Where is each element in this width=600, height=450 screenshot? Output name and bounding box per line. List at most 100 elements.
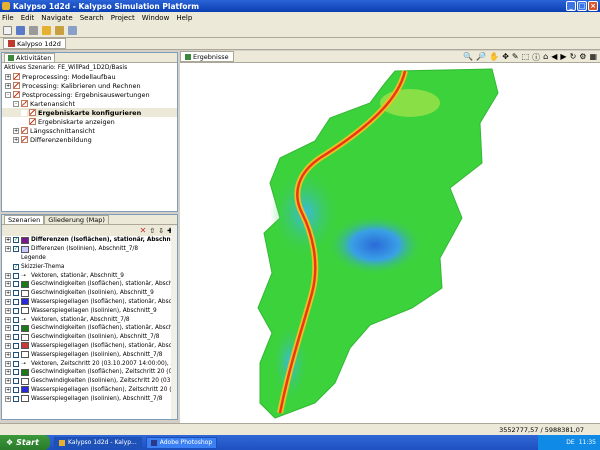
move-icon[interactable]: ✥ (502, 52, 509, 61)
theme-row[interactable]: + Geschwindigkeiten (Isoflächen), station… (5, 324, 177, 333)
tab-activities[interactable]: Aktivitäten (4, 53, 56, 62)
arrow-left-icon[interactable] (55, 26, 64, 35)
theme-checkbox[interactable] (13, 281, 19, 288)
home-icon[interactable]: ⌂ (543, 52, 549, 61)
theme-row[interactable]: ✓ Skizzier-Thema (5, 262, 177, 271)
pan-icon[interactable]: ✋ (489, 52, 500, 61)
menu-project[interactable]: Project (110, 14, 135, 22)
menu-search[interactable]: Search (79, 14, 104, 22)
activity-item[interactable]: - Kartenansicht (2, 99, 177, 108)
theme-row[interactable]: + Geschwindigkeiten (Isolinien), Abschnit… (5, 333, 177, 342)
maximize-button[interactable]: □ (577, 1, 587, 11)
expand-icon[interactable]: + (5, 369, 11, 376)
expand-icon[interactable]: + (5, 386, 11, 393)
theme-checkbox[interactable] (13, 360, 19, 367)
activity-item[interactable]: + Preprocessing: Modellaufbau (2, 72, 177, 81)
wand-icon[interactable] (42, 26, 51, 35)
expand-icon[interactable]: + (5, 298, 11, 305)
activity-item[interactable]: + Differenzenbildung (2, 135, 177, 144)
editor-tab[interactable]: Kalypso 1d2d (3, 38, 66, 49)
remove-theme-icon[interactable]: ✕ (139, 226, 147, 235)
theme-checkbox[interactable]: ✓ (13, 263, 19, 270)
theme-checkbox[interactable] (13, 351, 19, 358)
theme-checkbox[interactable] (13, 342, 19, 349)
expand-icon[interactable]: + (5, 395, 11, 402)
move-up-icon[interactable]: ⇧ (149, 226, 156, 235)
tab-outline-map[interactable]: Gliederung (Map) (44, 215, 109, 224)
theme-checkbox[interactable] (13, 272, 19, 279)
expand-icon[interactable]: + (5, 272, 11, 279)
expand-icon[interactable]: + (13, 136, 19, 143)
theme-checkbox[interactable] (13, 307, 19, 314)
expand-icon[interactable]: + (5, 73, 11, 80)
theme-row[interactable]: + ✓ Differenzen (Isolinien), Abschnitt_7/8 (5, 245, 177, 254)
outline-scrollbar[interactable] (171, 226, 177, 419)
move-down-icon[interactable]: ⇩ (158, 226, 165, 235)
expand-icon[interactable]: + (13, 127, 19, 134)
activity-item[interactable]: Ergebniskarte anzeigen (2, 117, 177, 126)
info-icon[interactable]: ⓘ (532, 53, 541, 62)
forward-icon[interactable]: ▶ (560, 52, 567, 61)
theme-row[interactable]: + ➝ Vektoren, stationär, Abschnitt_9 (5, 271, 177, 280)
theme-row[interactable]: + Geschwindigkeiten (Isoflächen), Zeitsch… (5, 368, 177, 377)
menu-window[interactable]: Window (141, 14, 170, 22)
collapse-icon[interactable]: - (5, 91, 11, 98)
menu-edit[interactable]: Edit (20, 14, 35, 22)
arrow-right-icon[interactable] (68, 26, 77, 35)
theme-checkbox[interactable]: ✓ (13, 246, 19, 253)
map-tab[interactable]: Ergebnisse (180, 51, 234, 62)
theme-checkbox[interactable] (13, 386, 19, 393)
start-button[interactable]: ❖ Start (0, 435, 50, 450)
expand-icon[interactable]: + (5, 246, 11, 253)
back-icon[interactable]: ◀ (551, 52, 558, 61)
theme-row[interactable]: + Geschwindigkeiten (Isolinien), Abschnit… (5, 289, 177, 298)
theme-row[interactable]: + ✓ Differenzen (Isoflächen), stationär, A… (5, 236, 177, 245)
map-canvas[interactable] (180, 63, 600, 423)
print-icon[interactable] (29, 26, 38, 35)
theme-checkbox[interactable] (13, 316, 19, 323)
grid-icon[interactable]: ▦ (589, 52, 597, 61)
expand-icon[interactable]: + (5, 325, 11, 332)
theme-row[interactable]: + Wasserspiegellagen (Isolinien), Abschni… (5, 350, 177, 359)
config-icon[interactable]: ⚙ (579, 52, 587, 61)
collapse-icon[interactable]: - (13, 100, 19, 107)
theme-row[interactable]: + Geschwindigkeiten (Isoflächen), station… (5, 280, 177, 289)
theme-row[interactable]: + Wasserspiegellagen (Isoflächen), statio… (5, 342, 177, 351)
theme-checkbox[interactable] (13, 369, 19, 376)
theme-row[interactable]: + Wasserspiegellagen (Isoflächen), statio… (5, 298, 177, 307)
save-icon[interactable] (16, 26, 25, 35)
expand-icon[interactable]: + (5, 316, 11, 323)
new-icon[interactable] (3, 26, 12, 35)
theme-row[interactable]: + Wasserspiegellagen (Isolinien), Abschni… (5, 306, 177, 315)
taskbar-item-photoshop[interactable]: Adobe Photoshop (145, 436, 218, 449)
tab-scenarios[interactable]: Szenarien (4, 215, 45, 224)
expand-icon[interactable]: + (5, 281, 11, 288)
theme-checkbox[interactable]: ✓ (13, 237, 19, 244)
theme-row[interactable]: + ➝ Vektoren, Zeitschritt 20 (03.10.2007 1… (5, 359, 177, 368)
activity-item[interactable]: + Processing: Kalibrieren und Rechnen (2, 81, 177, 90)
expand-icon[interactable]: + (5, 237, 11, 244)
theme-checkbox[interactable] (13, 298, 19, 305)
language-indicator[interactable]: DE (566, 439, 575, 446)
menu-navigate[interactable]: Navigate (41, 14, 73, 22)
activity-item[interactable]: Ergebniskarte konfigurieren (2, 108, 177, 117)
map-view[interactable]: Ergebnisse 🔍 🔎 ✋ ✥ ✎ ⬚ ⓘ ⌂ ◀ ▶ ↻ ⚙ ▦ (180, 51, 600, 423)
expand-icon[interactable]: + (5, 342, 11, 349)
minimize-button[interactable]: _ (566, 1, 576, 11)
theme-row[interactable]: + Wasserspiegellagen (Isolinien), Abschni… (5, 394, 177, 403)
expand-icon[interactable]: + (5, 82, 11, 89)
draw-icon[interactable]: ✎ (511, 52, 519, 61)
activity-item[interactable]: + Längsschnittansicht (2, 126, 177, 135)
theme-row[interactable]: + Geschwindigkeiten (Isolinien), Zeitschr… (5, 377, 177, 386)
theme-checkbox[interactable] (13, 378, 19, 385)
expand-icon[interactable]: + (5, 378, 11, 385)
theme-checkbox[interactable] (13, 395, 19, 402)
theme-checkbox[interactable] (13, 290, 19, 297)
theme-row[interactable]: Legende (5, 254, 177, 263)
theme-row[interactable]: + Wasserspiegellagen (Isoflächen), Zeitsc… (5, 386, 177, 395)
taskbar-item-kalypso[interactable]: Kalypso 1d2d - Kalyp... (54, 436, 142, 449)
menu-file[interactable]: File (2, 14, 14, 22)
select-icon[interactable]: ⬚ (521, 52, 530, 61)
expand-icon[interactable]: + (5, 307, 11, 314)
expand-icon[interactable]: + (5, 351, 11, 358)
